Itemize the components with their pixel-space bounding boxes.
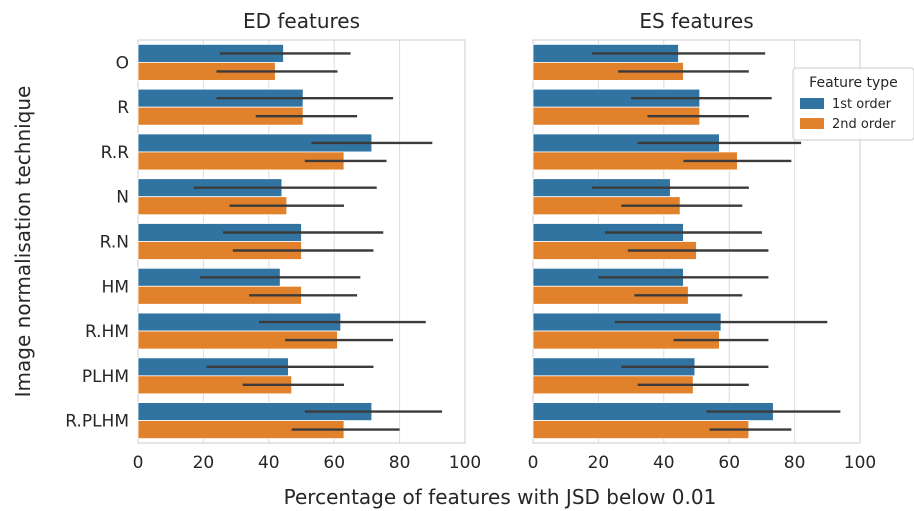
x-tick-label: 100 [844,453,876,473]
x-tick-label: 40 [258,453,280,473]
x-tick-label: 60 [323,453,345,473]
legend-swatch-first-order [800,98,824,109]
x-tick-label: 60 [718,453,740,473]
y-tick-label: HM [102,277,129,297]
x-tick-label: 80 [784,453,806,473]
y-axis-label: Image normalisation technique [11,86,35,398]
y-tick-label: R [117,98,129,118]
x-tick-label: 40 [653,453,675,473]
panel-ed: ED features 0 20 40 60 80 100 [133,9,482,473]
y-tick-label: R.PLHM [65,412,129,432]
x-tick-label: 80 [389,453,411,473]
y-tick-label: PLHM [82,367,129,387]
y-tick-label: N [116,188,129,208]
x-tick-label: 0 [133,453,144,473]
legend-label-first-order: 1st order [832,97,892,112]
panels: ED features 0 20 40 60 80 100 ES features 0 20 40 6… [65,9,876,473]
panel-title: ES features [639,9,753,33]
x-tick-label: 100 [449,453,481,473]
y-tick-label: R.R [101,143,130,163]
x-tick-label: 20 [193,453,215,473]
legend[interactable]: Feature type 1st order 2nd order [792,67,914,141]
y-tick-label: R.HM [85,322,129,342]
legend-swatch-second-order [800,118,824,129]
x-tick-label: 20 [588,453,610,473]
panel-es: ES features 0 20 40 60 80 100 [528,9,877,473]
legend-title: Feature type [809,75,898,91]
y-tick-label: R.N [100,233,129,253]
x-axis-label: Percentage of features with JSD below 0.… [284,485,717,509]
panel-title: ED features [243,9,360,33]
y-tick-label: O [116,53,129,73]
x-tick-label: 0 [528,453,539,473]
legend-label-second-order: 2nd order [832,117,896,132]
y-tick-labels: O R R.R N R.N HM R.HM PLHM R.PLHM [65,53,129,431]
